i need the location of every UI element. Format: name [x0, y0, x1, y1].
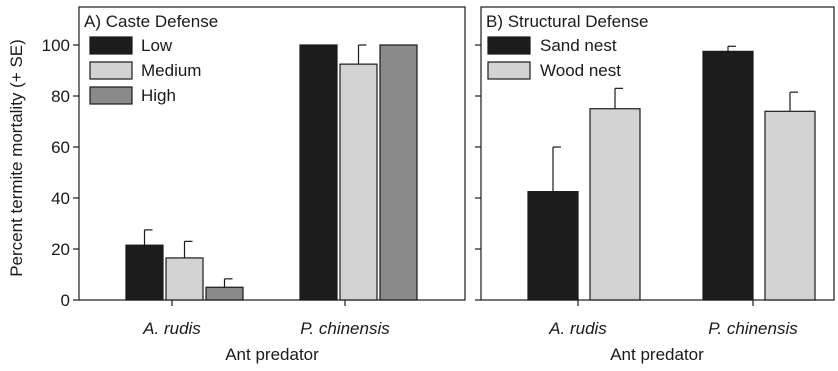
legend-label: High	[141, 86, 176, 105]
bar	[299, 44, 338, 301]
legend-swatch	[89, 61, 133, 80]
panel-b-legend: Sand nest Wood nest	[487, 36, 621, 80]
panel-a-y-ticks: 0 20 40 60 80 100	[42, 36, 79, 310]
bar	[379, 44, 418, 301]
x-category-label: A. rudis	[142, 319, 201, 338]
panel-a-bars	[125, 44, 418, 301]
bar	[165, 257, 204, 301]
y-tick-label: 20	[51, 240, 70, 259]
legend-swatch	[487, 61, 531, 80]
y-tick-label: 100	[42, 36, 70, 55]
panel-a-legend: Low Medium High	[89, 36, 201, 105]
y-axis-title: Percent termite mortality (+ SE)	[7, 39, 26, 277]
panel-b-structural-defense: B) Structural Defense A. rudis P. chinens…	[475, 6, 835, 364]
legend-swatch	[487, 36, 531, 55]
legend-swatch	[89, 86, 133, 105]
bar	[339, 63, 378, 301]
panel-b-error-bars	[552, 45, 798, 192]
panel-b-x-axis-title: Ant predator	[610, 345, 704, 364]
panel-b-frame	[480, 6, 835, 301]
legend-label: Medium	[141, 61, 201, 80]
x-category-label: A. rudis	[548, 319, 607, 338]
bar	[205, 286, 244, 301]
panel-b-title: B) Structural Defense	[486, 12, 649, 31]
panel-b-bars	[527, 50, 816, 301]
x-category-label: P. chinensis	[708, 319, 798, 338]
legend-label: Low	[141, 36, 173, 55]
legend-label: Wood nest	[540, 61, 621, 80]
panel-b-category-labels: A. rudis P. chinensis	[548, 300, 798, 338]
bar	[702, 50, 754, 301]
panel-a-category-labels: A. rudis P. chinensis	[142, 300, 390, 338]
y-tick-label: 40	[51, 189, 70, 208]
legend-swatch	[89, 36, 133, 55]
panel-a-caste-defense: A) Caste Defense 0 20 40 60 80 100 A. rudis P.…	[42, 6, 466, 364]
panel-a-frame	[78, 6, 466, 301]
y-tick-label: 60	[51, 138, 70, 157]
y-tick-label: 80	[51, 87, 70, 106]
panel-b-y-ticks	[475, 44, 481, 301]
bar	[764, 110, 816, 301]
bar	[527, 191, 579, 301]
x-category-label: P. chinensis	[300, 319, 390, 338]
bar	[589, 108, 641, 301]
panel-a-error-bars	[143, 44, 367, 288]
bar	[125, 244, 164, 301]
panel-a-x-axis-title: Ant predator	[225, 345, 319, 364]
y-tick-label: 0	[61, 291, 70, 310]
panel-a-title: A) Caste Defense	[84, 12, 218, 31]
legend-label: Sand nest	[540, 36, 617, 55]
